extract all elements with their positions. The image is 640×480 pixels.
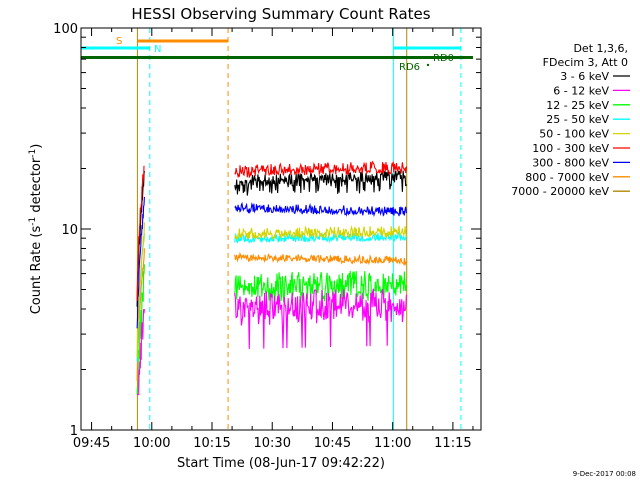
series-burst-800-7000-kev [136,248,145,381]
y-axis-label-end: ) [29,144,44,149]
legend-label-12-25-kev: 12 - 25 keV [546,99,609,112]
series-6-12-kev [137,288,407,396]
series-trace-6-12-kev [234,288,407,350]
y-axis-label: Count Rate (s-1 detector-1) [28,144,44,315]
legend-label-7000-20000-kev: 7000 - 20000 keV [511,185,609,198]
legend-label-6-12-kev: 6 - 12 keV [553,84,609,97]
series-50-100-kev [136,222,407,358]
x-tick-label-11-00: 11:00 [374,436,411,451]
series-burst-100-300-kev [136,165,145,302]
x-tick-label-09-45: 09:45 [73,436,110,451]
legend-header-line-2: FDecim 3, Att 0 [543,56,628,69]
series-burst-300-800-kev [136,196,145,329]
y-tick-label-1: 1 [70,424,78,439]
legend-label-300-800-kev: 300 - 800 keV [532,156,609,169]
y-tick-label-10: 10 [61,223,78,238]
x-tick-label-11-15: 11:15 [434,436,471,451]
timestamp: 9-Dec-2017 00:08 [573,470,636,478]
x-tick-label-10-15: 10:15 [193,436,230,451]
legend-label-25-50-kev: 25 - 50 keV [546,113,609,126]
flag-dot-rd6 [426,63,430,67]
x-tick-label-10-45: 10:45 [314,436,351,451]
legend-label-3-6-kev: 3 - 6 keV [560,70,609,83]
series-trace-50-100-kev [234,225,407,242]
series-trace-100-300-kev [234,160,407,179]
y-tick-label-100: 100 [53,22,78,37]
series-trace-800-7000-kev [234,251,407,267]
series-burst-6-12-kev [137,309,145,396]
legend-label-100-300-kev: 100 - 300 keV [532,142,609,155]
x-tick-label-10-00: 10:00 [133,436,170,451]
series-trace-3-6-kev [234,169,407,196]
x-axis-label: Start Time (08-Jun-17 09:42:22) [177,456,385,471]
series-trace-300-800-kev [234,201,407,218]
chart-title: HESSI Observing Summary Count Rates [131,5,430,23]
series-burst-50-100-kev [136,222,145,358]
series-100-300-kev [136,160,407,302]
series-trace-12-25-kev [234,270,407,303]
legend-label-800-7000-kev: 800 - 7000 keV [525,171,609,184]
flag-label-n: N [154,44,161,55]
x-tick-label-10-30: 10:30 [254,436,291,451]
y-axis-label-main: Count Rate (s [29,226,44,315]
flag-label-s: S [116,36,122,47]
legend-header-line-1: Det 1,3,6, [573,42,628,55]
legend-label-50-100-kev: 50 - 100 keV [539,128,609,141]
flag-label-rd6: RD6 [399,62,420,73]
series-300-800-kev [136,196,407,329]
y-axis-label-mid: detector [29,157,44,217]
series-800-7000-kev [136,248,407,381]
y-axis-label-sup2: -1 [28,149,38,158]
y-axis-label-sup1: -1 [28,217,38,226]
plot-frame [80,27,482,431]
flag-label-rd0: RD0 [433,53,454,64]
